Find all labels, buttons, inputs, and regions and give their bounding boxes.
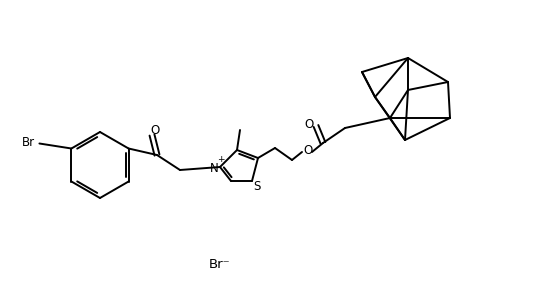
Text: O: O: [150, 125, 159, 138]
Text: +: +: [217, 156, 225, 165]
Text: N: N: [209, 162, 219, 175]
Text: Br: Br: [22, 136, 35, 149]
Text: Br⁻: Br⁻: [209, 259, 231, 272]
Text: S: S: [253, 179, 260, 193]
Text: O: O: [304, 119, 314, 132]
Text: O: O: [303, 144, 313, 157]
